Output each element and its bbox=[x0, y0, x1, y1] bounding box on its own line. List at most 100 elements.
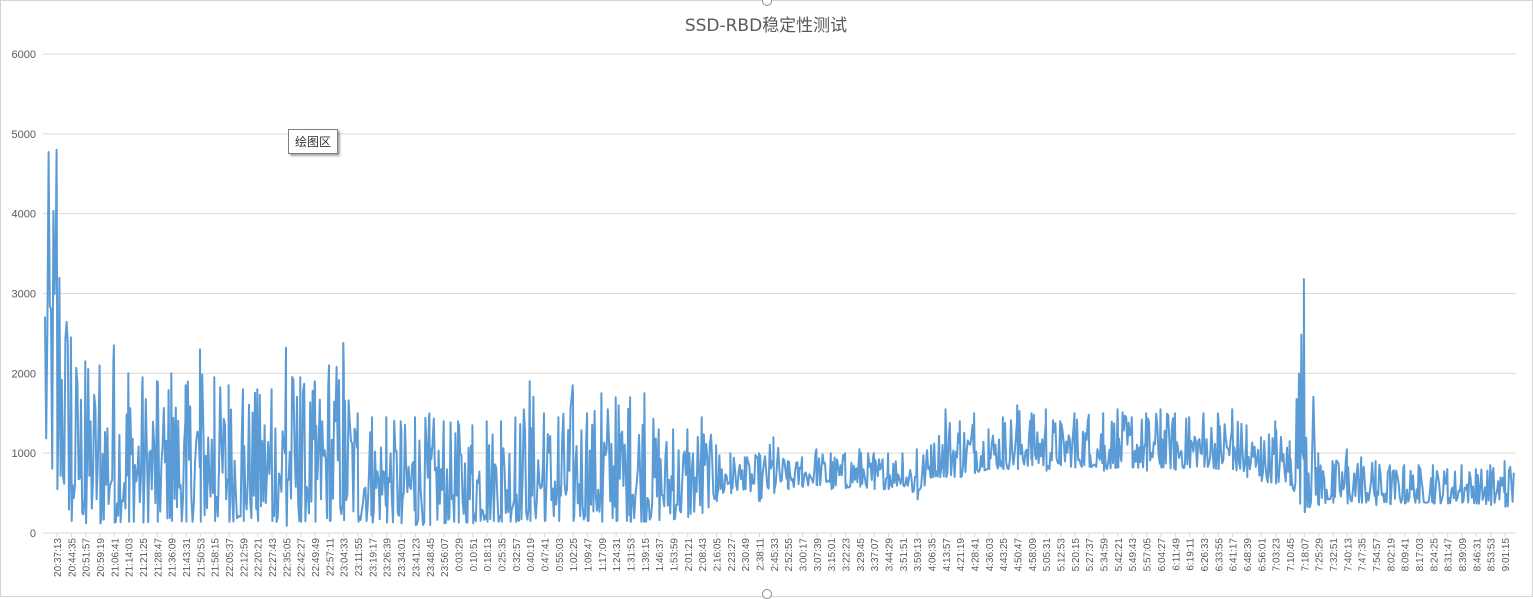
x-tick-label: 2:38:11 bbox=[755, 538, 766, 571]
x-tick-label: 21:50:53 bbox=[196, 538, 207, 577]
x-tick-label: 7:10:45 bbox=[1286, 538, 1297, 572]
x-tick-label: 8:17:03 bbox=[1415, 538, 1426, 572]
x-tick-label: 9:01:15 bbox=[1501, 538, 1512, 572]
x-tick-label: 0:40:19 bbox=[526, 538, 537, 572]
x-tick-label: 6:26:33 bbox=[1200, 538, 1211, 572]
x-tick-label: 1:09:47 bbox=[583, 538, 594, 572]
x-tick-label: 5:57:05 bbox=[1143, 538, 1154, 572]
x-tick-label: 1:02:25 bbox=[569, 538, 580, 572]
x-tick-label: 22:49:49 bbox=[311, 538, 322, 577]
x-tick-label: 8:02:19 bbox=[1386, 538, 1397, 572]
x-tick-label: 7:18:07 bbox=[1300, 538, 1311, 572]
x-tick-label: 22:57:11 bbox=[325, 538, 336, 577]
x-tick-label: 1:39:15 bbox=[641, 538, 652, 572]
x-tick-label: 21:14:03 bbox=[125, 538, 136, 577]
x-tick-label: 1:24:31 bbox=[612, 538, 623, 572]
x-tick-label: 0:47:41 bbox=[540, 538, 551, 572]
y-tick-label: 3000 bbox=[12, 289, 36, 301]
x-tick-label: 5:12:53 bbox=[1057, 538, 1068, 572]
x-tick-label: 7:40:13 bbox=[1343, 538, 1354, 572]
x-tick-label: 0:32:57 bbox=[512, 538, 523, 572]
x-tick-label: 8:46:31 bbox=[1472, 538, 1483, 572]
y-axis-ticks: 0 1000 2000 3000 4000 5000 6000 bbox=[12, 49, 36, 540]
x-tick-label: 6:04:27 bbox=[1157, 538, 1168, 572]
x-tick-label: 23:41:23 bbox=[411, 538, 422, 577]
x-tick-label: 7:47:35 bbox=[1358, 538, 1369, 572]
x-tick-label: 20:37:13 bbox=[53, 538, 64, 577]
x-tick-label: 5:20:15 bbox=[1071, 538, 1082, 572]
x-tick-label: 6:11:49 bbox=[1171, 538, 1182, 571]
x-tick-label: 22:12:59 bbox=[239, 538, 250, 577]
x-tick-label: 21:43:31 bbox=[182, 538, 193, 577]
x-tick-label: 21:21:25 bbox=[139, 538, 150, 577]
x-tick-label: 23:26:39 bbox=[383, 538, 394, 577]
x-tick-label: 6:19:11 bbox=[1186, 538, 1197, 571]
x-tick-label: 0:18:13 bbox=[483, 538, 494, 572]
x-tick-label: 4:43:25 bbox=[999, 538, 1010, 572]
y-tick-label: 5000 bbox=[12, 129, 36, 141]
resize-handle-top[interactable] bbox=[762, 0, 772, 6]
x-tick-label: 21:28:47 bbox=[153, 538, 164, 577]
x-tick-label: 5:27:37 bbox=[1085, 538, 1096, 572]
x-tick-label: 23:04:33 bbox=[340, 538, 351, 577]
series-layer bbox=[44, 148, 1515, 527]
x-tick-label: 3:00:17 bbox=[799, 538, 810, 572]
x-tick-label: 0:10:51 bbox=[469, 538, 480, 572]
x-tick-label: 8:31:47 bbox=[1444, 538, 1455, 572]
x-tick-label: 0:25:35 bbox=[497, 538, 508, 572]
x-tick-label: 2:08:43 bbox=[698, 538, 709, 572]
chart-title: SSD-RBD稳定性测试 bbox=[685, 16, 847, 36]
y-tick-label: 0 bbox=[30, 528, 36, 540]
x-tick-label: 3:59:13 bbox=[913, 538, 924, 572]
x-tick-label: 1:46:37 bbox=[655, 538, 666, 572]
x-tick-label: 3:51:51 bbox=[899, 538, 910, 572]
x-tick-label: 4:28:41 bbox=[971, 538, 982, 572]
x-tick-label: 23:34:01 bbox=[397, 538, 408, 577]
y-tick-label: 2000 bbox=[12, 368, 36, 380]
x-tick-label: 23:11:55 bbox=[354, 538, 365, 577]
x-tick-label: 4:06:35 bbox=[928, 538, 939, 572]
x-tick-label: 8:24:25 bbox=[1429, 538, 1440, 572]
y-tick-label: 4000 bbox=[12, 209, 36, 221]
x-tick-label: 23:48:45 bbox=[426, 538, 437, 577]
x-tick-label: 3:37:07 bbox=[870, 538, 881, 572]
x-tick-label: 1:31:53 bbox=[626, 538, 637, 572]
x-tick-label: 8:39:09 bbox=[1458, 538, 1469, 572]
x-tick-label: 0:03:29 bbox=[454, 538, 465, 572]
series-line-ssd-rbd bbox=[44, 148, 1515, 527]
x-tick-label: 22:20:21 bbox=[254, 538, 265, 577]
x-tick-label: 6:56:01 bbox=[1257, 538, 1268, 572]
plot-area-tooltip: 绘图区 bbox=[288, 129, 339, 154]
x-tick-label: 4:21:19 bbox=[956, 538, 967, 572]
x-tick-label: 4:36:03 bbox=[985, 538, 996, 572]
x-tick-label: 6:48:39 bbox=[1243, 538, 1254, 572]
x-tick-label: 20:44:35 bbox=[67, 538, 78, 577]
x-tick-label: 4:50:47 bbox=[1014, 538, 1025, 572]
x-tick-label: 7:54:57 bbox=[1372, 538, 1383, 572]
x-tick-label: 22:05:37 bbox=[225, 538, 236, 577]
x-tick-label: 7:25:29 bbox=[1315, 538, 1326, 572]
x-tick-label: 6:41:17 bbox=[1229, 538, 1240, 572]
x-tick-label: 21:58:15 bbox=[211, 538, 222, 577]
x-tick-label: 2:16:05 bbox=[712, 538, 723, 572]
y-tick-label: 6000 bbox=[12, 49, 36, 61]
x-tick-label: 22:35:05 bbox=[282, 538, 293, 577]
x-tick-label: 3:22:23 bbox=[842, 538, 853, 572]
x-tick-label: 1:53:59 bbox=[669, 538, 680, 572]
x-tick-label: 20:51:57 bbox=[82, 538, 93, 577]
x-tick-label: 21:36:09 bbox=[168, 538, 179, 577]
x-tick-label: 4:58:09 bbox=[1028, 538, 1039, 572]
x-tick-label: 2:01:21 bbox=[684, 538, 695, 572]
x-tick-label: 20:59:19 bbox=[96, 538, 107, 577]
x-tick-label: 22:42:27 bbox=[297, 538, 308, 577]
x-tick-label: 1:17:09 bbox=[598, 538, 609, 572]
x-tick-label: 8:09:41 bbox=[1401, 538, 1412, 572]
x-tick-label: 5:05:31 bbox=[1042, 538, 1053, 572]
x-tick-label: 5:49:43 bbox=[1128, 538, 1139, 572]
resize-handle-bottom[interactable] bbox=[762, 589, 772, 599]
y-tick-label: 1000 bbox=[12, 448, 36, 460]
x-tick-label: 4:13:57 bbox=[942, 538, 953, 572]
x-tick-label: 5:42:21 bbox=[1114, 538, 1125, 572]
